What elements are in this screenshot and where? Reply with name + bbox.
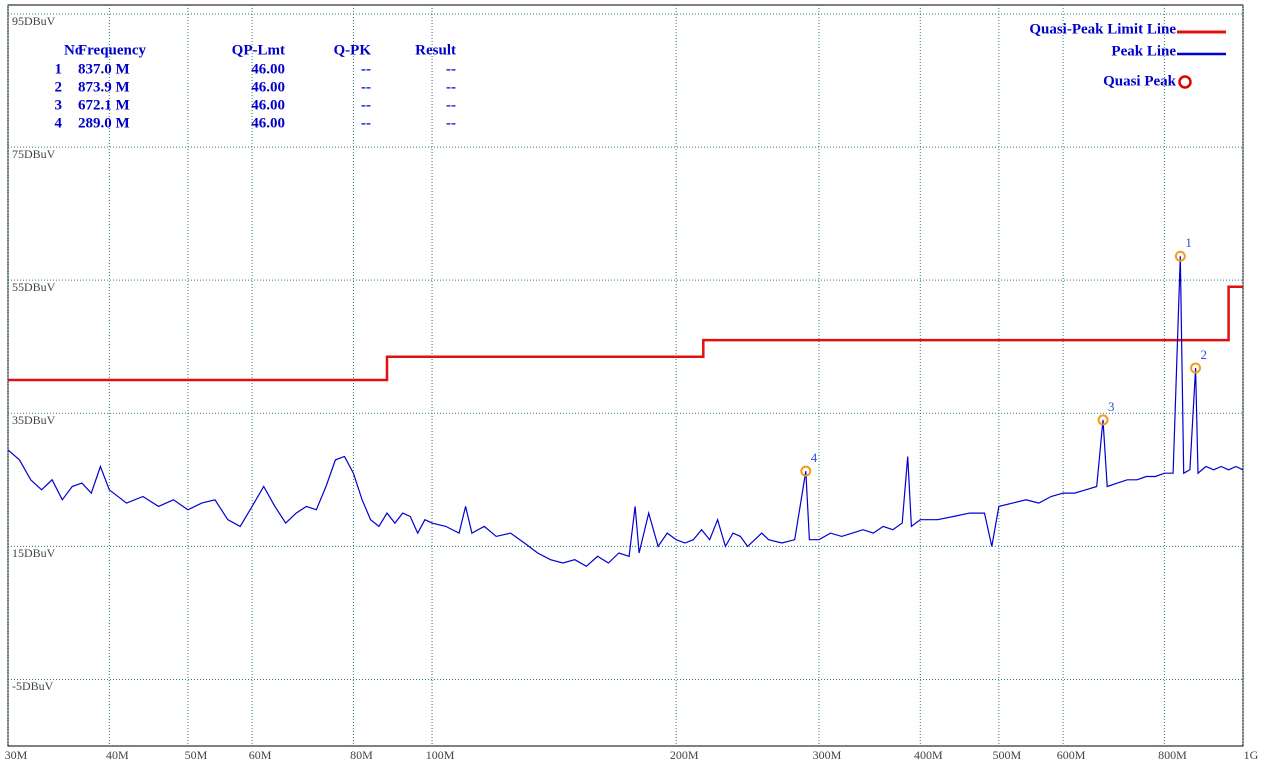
x-tick-label: 300M <box>813 748 842 762</box>
table-cell: -- <box>361 61 371 77</box>
marker-label: 3 <box>1108 399 1115 414</box>
table-cell: 672.1 M <box>78 97 130 113</box>
x-tick-label: 400M <box>914 748 943 762</box>
series-line <box>7 256 1244 568</box>
peak-marker <box>800 465 812 477</box>
table-cell: -- <box>446 61 456 77</box>
peak-marker <box>1097 414 1109 426</box>
x-tick-label: 40M <box>106 748 129 762</box>
x-tick-label: 50M <box>185 748 208 762</box>
legend-label: Quasi-Peak Limit Line <box>1029 21 1176 37</box>
table-cell: 289.0 M <box>78 115 130 131</box>
table-cell: 46.00 <box>251 79 285 95</box>
legend-swatch <box>1178 75 1192 89</box>
legend-label: Peak Line <box>1111 43 1176 59</box>
peak-marker <box>1190 362 1202 374</box>
plot-area <box>7 4 1244 747</box>
marker-label: 1 <box>1185 235 1192 250</box>
y-tick-label: 35DBuV <box>12 413 56 427</box>
table-header: QP-Lmt <box>232 42 285 58</box>
x-tick-label: 200M <box>670 748 699 762</box>
x-tick-label: 600M <box>1057 748 1086 762</box>
x-tick-label: 60M <box>249 748 272 762</box>
table-cell: 873.9 M <box>78 79 130 95</box>
y-tick-label: -5DBuV <box>12 679 54 693</box>
x-tick-label: 800M <box>1158 748 1187 762</box>
marker-label: 2 <box>1201 347 1208 362</box>
series-line <box>8 285 1243 382</box>
x-tick-label: 100M <box>426 748 455 762</box>
table-header: Result <box>415 42 456 58</box>
table-cell: -- <box>361 115 371 131</box>
table-header: No <box>64 42 82 58</box>
table-header: Frequency <box>78 42 147 58</box>
y-tick-label: 75DBuV <box>12 147 56 161</box>
table-cell: 46.00 <box>251 61 285 77</box>
x-tick-label: 80M <box>350 748 373 762</box>
table-cell: -- <box>361 79 371 95</box>
table-cell: 4 <box>55 115 63 131</box>
x-tick-label: 1G <box>1244 748 1259 762</box>
table-cell: -- <box>446 97 456 113</box>
table-header: Q-PK <box>334 42 372 58</box>
legend-label: Quasi Peak <box>1103 73 1177 89</box>
table-cell: 837.0 M <box>78 61 130 77</box>
table-cell: 3 <box>55 97 63 113</box>
table-cell: 46.00 <box>251 115 285 131</box>
y-tick-label: 55DBuV <box>12 280 56 294</box>
x-tick-label: 500M <box>993 748 1022 762</box>
table-cell: -- <box>361 97 371 113</box>
x-tick-label: 30M <box>5 748 28 762</box>
table-cell: 1 <box>55 61 63 77</box>
y-tick-label: 15DBuV <box>12 546 56 560</box>
table-cell: -- <box>446 115 456 131</box>
peak-marker <box>1174 250 1186 262</box>
y-tick-label: 95DBuV <box>12 14 56 28</box>
table-cell: 2 <box>55 79 63 95</box>
table-cell: 46.00 <box>251 97 285 113</box>
marker-label: 4 <box>811 450 818 465</box>
table-cell: -- <box>446 79 456 95</box>
